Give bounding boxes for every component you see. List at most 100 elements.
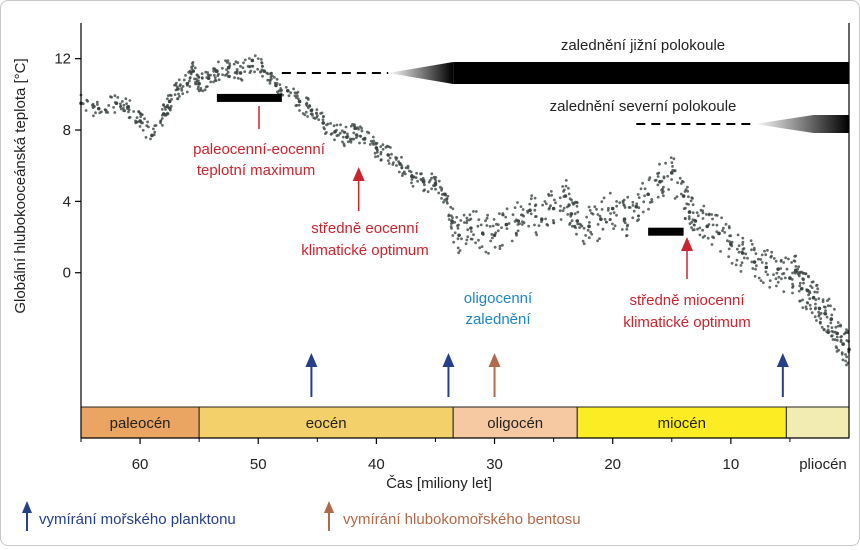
data-point xyxy=(816,287,820,291)
data-point xyxy=(841,342,845,346)
data-point xyxy=(262,69,266,73)
data-point xyxy=(351,123,354,126)
data-point xyxy=(601,227,605,231)
data-point xyxy=(169,104,173,108)
data-point xyxy=(200,72,204,76)
epoch-4 xyxy=(785,406,850,439)
data-point xyxy=(217,60,220,64)
data-point xyxy=(379,150,383,154)
data-point xyxy=(788,276,792,280)
oligocene-glaciation-line2: zalednění xyxy=(465,311,531,328)
data-point xyxy=(479,223,483,227)
data-point xyxy=(501,212,505,215)
data-point xyxy=(481,233,485,236)
data-point xyxy=(815,319,818,322)
data-point xyxy=(768,285,772,289)
data-point xyxy=(841,358,845,362)
data-point xyxy=(669,171,674,175)
data-point xyxy=(578,222,581,226)
data-point xyxy=(791,271,794,275)
data-point xyxy=(608,218,612,222)
data-point xyxy=(352,131,356,135)
data-point xyxy=(507,222,511,225)
plankton-extinction-arrow-head xyxy=(776,353,789,367)
data-point xyxy=(228,64,232,67)
data-point xyxy=(515,233,518,237)
data-point xyxy=(578,226,581,230)
data-point xyxy=(607,206,610,210)
data-point xyxy=(127,108,131,112)
data-point xyxy=(609,212,612,215)
data-point xyxy=(181,92,185,96)
data-point xyxy=(612,211,616,215)
data-point xyxy=(169,94,173,97)
data-point xyxy=(754,252,758,256)
data-point xyxy=(307,98,310,101)
data-point xyxy=(119,107,123,111)
data-point xyxy=(809,307,813,311)
data-point xyxy=(586,228,590,232)
data-point xyxy=(141,121,144,125)
epoch-0 xyxy=(80,406,200,439)
data-point xyxy=(588,209,592,212)
data-point xyxy=(379,158,383,162)
data-point xyxy=(840,352,844,356)
data-point xyxy=(784,256,788,260)
data-point xyxy=(815,290,819,294)
data-point xyxy=(113,94,117,98)
data-point xyxy=(647,178,651,182)
data-point xyxy=(602,196,606,200)
data-point xyxy=(582,226,586,230)
data-point xyxy=(354,127,358,130)
data-point xyxy=(477,238,480,242)
data-point xyxy=(610,206,615,211)
data-point xyxy=(763,249,766,253)
data-point xyxy=(534,215,537,219)
data-point xyxy=(596,213,600,216)
data-point xyxy=(719,250,722,253)
data-point xyxy=(533,223,536,227)
data-point xyxy=(662,194,665,198)
y-tick-label: 12 xyxy=(54,51,71,68)
data-point xyxy=(553,198,556,202)
data-point xyxy=(564,179,568,182)
data-point xyxy=(440,197,443,200)
data-point xyxy=(375,148,379,151)
data-point xyxy=(820,326,824,329)
data-point xyxy=(504,222,509,227)
data-point xyxy=(661,187,664,191)
data-point xyxy=(637,196,641,200)
legend-benthos-arrowhead xyxy=(324,501,334,513)
data-point xyxy=(516,201,519,204)
data-point xyxy=(845,339,849,342)
data-point xyxy=(826,304,830,308)
data-point xyxy=(808,303,812,307)
data-point xyxy=(96,103,99,106)
data-point xyxy=(829,304,832,308)
data-point xyxy=(750,242,754,246)
data-point xyxy=(325,123,328,127)
data-point xyxy=(688,222,692,226)
data-point xyxy=(673,197,677,200)
mmco-label-line2: klimatické optimum xyxy=(623,314,751,331)
data-point xyxy=(844,359,847,363)
data-point xyxy=(464,242,468,246)
data-point xyxy=(164,114,167,117)
x-tick-label: 30 xyxy=(486,456,503,473)
data-point xyxy=(797,274,801,278)
data-point xyxy=(587,205,591,209)
meco-arrow-head xyxy=(352,167,365,181)
data-point xyxy=(228,74,231,78)
data-point xyxy=(386,153,391,157)
data-point xyxy=(698,226,702,230)
data-point xyxy=(584,234,587,237)
data-point xyxy=(381,147,385,151)
data-point xyxy=(147,125,150,129)
data-point xyxy=(702,204,706,208)
south-glaciation-label: zalednění jižní polokoule xyxy=(561,37,725,54)
data-point xyxy=(759,279,763,282)
data-point xyxy=(160,117,164,120)
data-point xyxy=(451,221,455,225)
data-point xyxy=(123,109,127,113)
data-point xyxy=(154,124,158,127)
